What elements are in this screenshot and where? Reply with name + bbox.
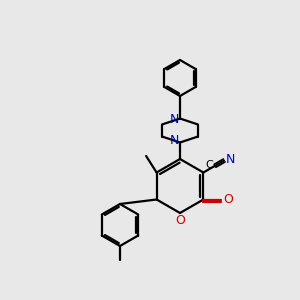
Text: O: O	[175, 214, 185, 227]
Text: N: N	[226, 153, 236, 166]
Text: N: N	[170, 134, 179, 148]
Text: C: C	[206, 160, 214, 170]
Text: N: N	[170, 112, 179, 126]
Text: O: O	[223, 193, 233, 206]
